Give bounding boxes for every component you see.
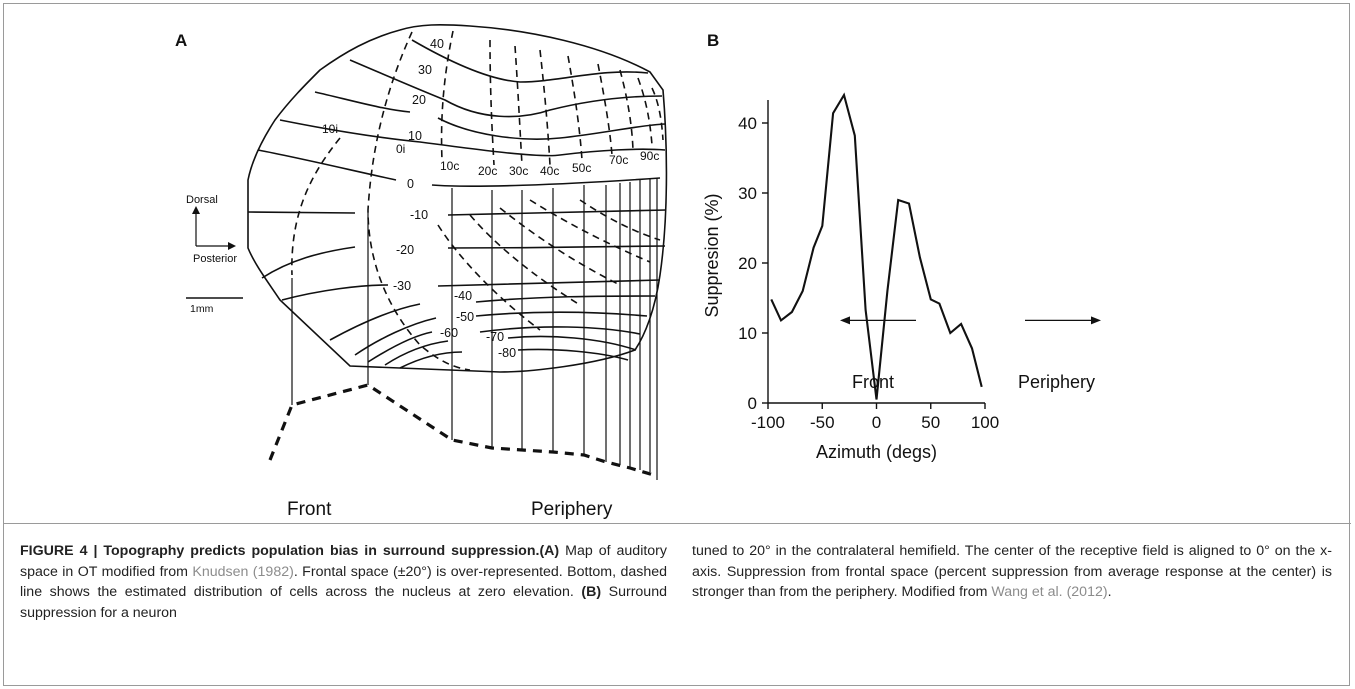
- azimuth-10c: [440, 30, 454, 161]
- caption-divider: [4, 523, 1351, 524]
- elev-label: -80: [498, 346, 516, 360]
- caption-a-text-2: . Frontal space (±20°) is over-represent…: [20, 563, 667, 601]
- elev-label: -70: [486, 330, 504, 344]
- panel-a-letter: A: [175, 31, 188, 50]
- azim-label: 70c: [609, 153, 628, 167]
- periphery-label: Periphery: [531, 499, 613, 520]
- front-arrow-head: [840, 316, 850, 325]
- figure-title: FIGURE 4 | Topography predicts populatio…: [20, 543, 540, 559]
- front-label: Front: [287, 499, 332, 520]
- scale-bar-label: 1mm: [190, 303, 214, 315]
- chart-periphery-label: Periphery: [1018, 372, 1095, 392]
- periphery-arrow-head: [1091, 316, 1101, 325]
- panel-b-chart: -100 -50 0 50 100 0 10 20 30 40 Azimuth (degs) Supp…: [702, 92, 1101, 462]
- y-tick-label: 40: [738, 114, 757, 133]
- azim-label: 10c: [440, 159, 459, 173]
- azimuth-lower-a: [437, 224, 541, 331]
- caption-ref-knudsen[interactable]: Knudsen (1982): [192, 563, 294, 580]
- x-tick-label: 50: [921, 413, 940, 432]
- azimuth-20c: [489, 39, 495, 166]
- elev-label: -30: [393, 279, 411, 293]
- y-axis-label: Suppresion (%): [702, 193, 722, 317]
- contour-20: [314, 91, 666, 140]
- elev-label: -60: [440, 326, 458, 340]
- azimuth-lower-e: [579, 199, 661, 241]
- azimuth-lower-d: [529, 199, 651, 263]
- azimuth-70c: [619, 69, 634, 151]
- chart-front-label: Front: [852, 372, 894, 392]
- contour-m40: [329, 295, 656, 341]
- azimuth-90c: [651, 87, 664, 141]
- contour-10: [279, 119, 666, 157]
- elev-label: -10: [410, 208, 428, 222]
- elev-label: 10: [408, 129, 422, 143]
- contour-m80: [399, 348, 629, 369]
- x-tick-label: 0: [872, 413, 881, 432]
- azim-label: 90c: [640, 149, 659, 163]
- panel-a-map: 40 30 20 10 0 -10 -20 -30 -40 -50 -60 -7…: [186, 24, 668, 520]
- azim-label: 20c: [478, 164, 497, 178]
- compass-posterior: Posterior: [193, 253, 237, 265]
- y-tick-label: 10: [738, 324, 757, 343]
- caption-right-column: tuned to 20° in the contralateral hemifi…: [692, 541, 1332, 603]
- elev-label: 40: [430, 37, 444, 51]
- contour-0: [257, 149, 661, 187]
- cell-distribution-line: [268, 383, 658, 478]
- contour-m30: [281, 279, 661, 301]
- caption-right-end: .: [1107, 584, 1112, 601]
- elev-label: 0: [407, 177, 414, 191]
- map-outline: [247, 24, 668, 373]
- y-tick-label: 0: [748, 394, 757, 413]
- elev-label: 30: [418, 63, 432, 77]
- caption-left-column: FIGURE 4 | Topography predicts populatio…: [20, 541, 667, 623]
- x-axis-label: Azimuth (degs): [816, 442, 937, 462]
- projection-lines: [291, 178, 658, 480]
- y-tick-label: 20: [738, 254, 757, 273]
- azimuth-lower-b: [469, 214, 581, 306]
- azimuth-60c: [597, 63, 613, 156]
- azim-label: 10i: [322, 122, 338, 136]
- azim-label: 0i: [396, 142, 405, 156]
- azim-label: 50c: [572, 161, 591, 175]
- compass-arrows: [192, 206, 236, 250]
- azimuth-10i: [291, 137, 341, 276]
- azim-label: 40c: [540, 164, 559, 178]
- azimuth-0i: [367, 31, 471, 371]
- caption-ref-wang[interactable]: Wang et al. (2012): [991, 584, 1108, 601]
- x-tick-label: 100: [971, 413, 999, 432]
- caption-b-text-1: Surround suppression for a neuron: [20, 584, 667, 621]
- azimuth-30c: [514, 45, 523, 166]
- elev-label: -40: [454, 289, 472, 303]
- azim-label: 30c: [509, 164, 528, 178]
- azimuth-80c: [637, 77, 653, 146]
- x-tick-label: -50: [810, 413, 835, 432]
- azimuth-40c: [539, 49, 551, 166]
- caption-a-text-1: Map of auditory space in OT modified fro…: [20, 543, 668, 580]
- contour-m60: [367, 326, 641, 363]
- elev-label: -20: [396, 243, 414, 257]
- series-line: [770, 92, 983, 400]
- caption-a-label: (A): [539, 543, 560, 559]
- figure-area: A B: [175, 24, 1101, 520]
- y-tick-label: 30: [738, 184, 757, 203]
- compass-dorsal: Dorsal: [186, 194, 218, 206]
- elev-label: 20: [412, 93, 426, 107]
- x-tick-label: -100: [751, 413, 785, 432]
- elev-label: -50: [456, 310, 474, 324]
- contour-30: [349, 59, 663, 118]
- azimuth-50c: [567, 55, 583, 161]
- caption-right-text: tuned to 20° in the contralateral hemifi…: [692, 543, 1332, 601]
- caption-b-label: (B): [581, 584, 602, 601]
- panel-b-letter: B: [707, 31, 720, 50]
- azimuth-lower-c: [499, 207, 621, 286]
- figure-frame: [3, 3, 1350, 686]
